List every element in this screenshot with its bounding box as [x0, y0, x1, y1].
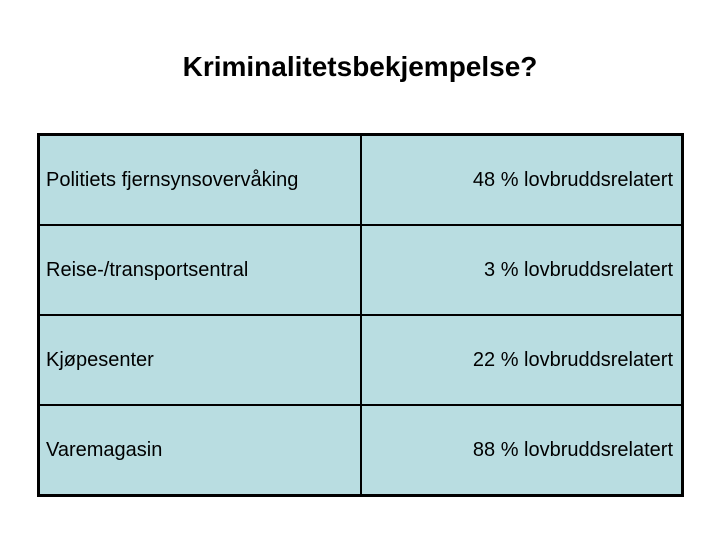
table-cell-value: 88 % lovbruddsrelatert [361, 405, 682, 495]
crime-statistics-table: Politiets fjernsynsovervåking 48 % lovbr… [37, 133, 684, 497]
table-cell-label: Varemagasin [39, 405, 361, 495]
table-cell-label: Reise-/transportsentral [39, 225, 361, 315]
table-cell-value: 3 % lovbruddsrelatert [361, 225, 682, 315]
table-cell-label: Kjøpesenter [39, 315, 361, 405]
table-cell-label: Politiets fjernsynsovervåking [39, 135, 361, 225]
table-cell-value: 22 % lovbruddsrelatert [361, 315, 682, 405]
slide-title: Kriminalitetsbekjempelse? [182, 51, 538, 82]
table-cell-value: 48 % lovbruddsrelatert [361, 135, 682, 225]
